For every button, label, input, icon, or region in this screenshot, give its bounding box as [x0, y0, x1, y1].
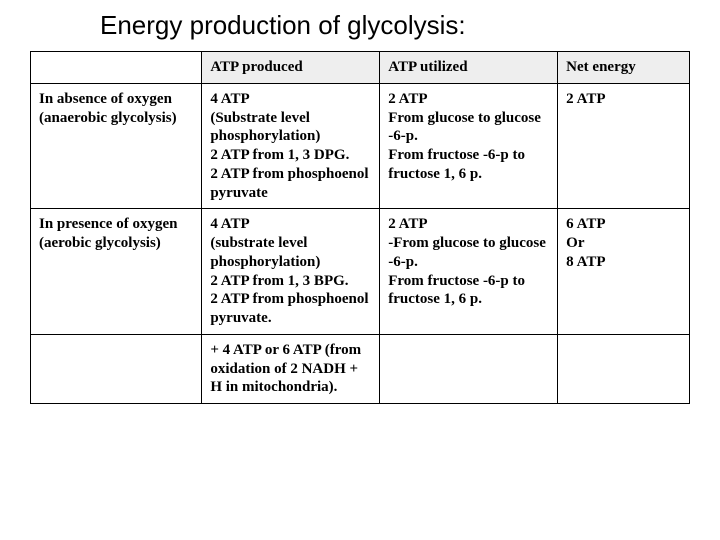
row-label: [31, 334, 202, 403]
table-row: In presence of oxygen (aerobic glycolysi…: [31, 209, 690, 335]
col-header-utilized: ATP utilized: [380, 52, 558, 84]
cell-text: + 4 ATP or 6 ATP (from oxidation of 2 NA…: [210, 342, 361, 396]
cell-text: 2 ATP: [566, 91, 605, 107]
page-title: Energy production of glycolysis:: [0, 0, 720, 51]
cell-text: 4 ATP (substrate level phosphorylation) …: [210, 216, 368, 326]
cell-net: 2 ATP: [558, 83, 690, 209]
cell-net: [558, 334, 690, 403]
cell-text: In presence of oxygen (aerobic glycolysi…: [39, 216, 177, 251]
energy-table: ATP produced ATP utilized Net energy In …: [30, 51, 690, 404]
cell-text: In absence of oxygen (anaerobic glycolys…: [39, 91, 177, 126]
cell-utilized: [380, 334, 558, 403]
table-header-row: ATP produced ATP utilized Net energy: [31, 52, 690, 84]
cell-produced: 4 ATP (Substrate level phosphorylation) …: [202, 83, 380, 209]
table-row: In absence of oxygen (anaerobic glycolys…: [31, 83, 690, 209]
cell-produced: + 4 ATP or 6 ATP (from oxidation of 2 NA…: [202, 334, 380, 403]
cell-text: 4 ATP (Substrate level phosphorylation) …: [210, 91, 368, 201]
col-header-produced: ATP produced: [202, 52, 380, 84]
cell-utilized: 2 ATP -From glucose to glucose -6-p. Fro…: [380, 209, 558, 335]
cell-produced: 4 ATP (substrate level phosphorylation) …: [202, 209, 380, 335]
cell-net: 6 ATP Or 8 ATP: [558, 209, 690, 335]
col-header-blank: [31, 52, 202, 84]
cell-text: 2 ATP -From glucose to glucose -6-p. Fro…: [388, 216, 546, 307]
cell-text: 6 ATP Or 8 ATP: [566, 216, 605, 270]
cell-utilized: 2 ATP From glucose to glucose -6-p. From…: [380, 83, 558, 209]
table-row: + 4 ATP or 6 ATP (from oxidation of 2 NA…: [31, 334, 690, 403]
row-label: In absence of oxygen (anaerobic glycolys…: [31, 83, 202, 209]
table-container: ATP produced ATP utilized Net energy In …: [0, 51, 720, 404]
col-header-net: Net energy: [558, 52, 690, 84]
row-label: In presence of oxygen (aerobic glycolysi…: [31, 209, 202, 335]
cell-text: 2 ATP From glucose to glucose -6-p. From…: [388, 91, 541, 182]
